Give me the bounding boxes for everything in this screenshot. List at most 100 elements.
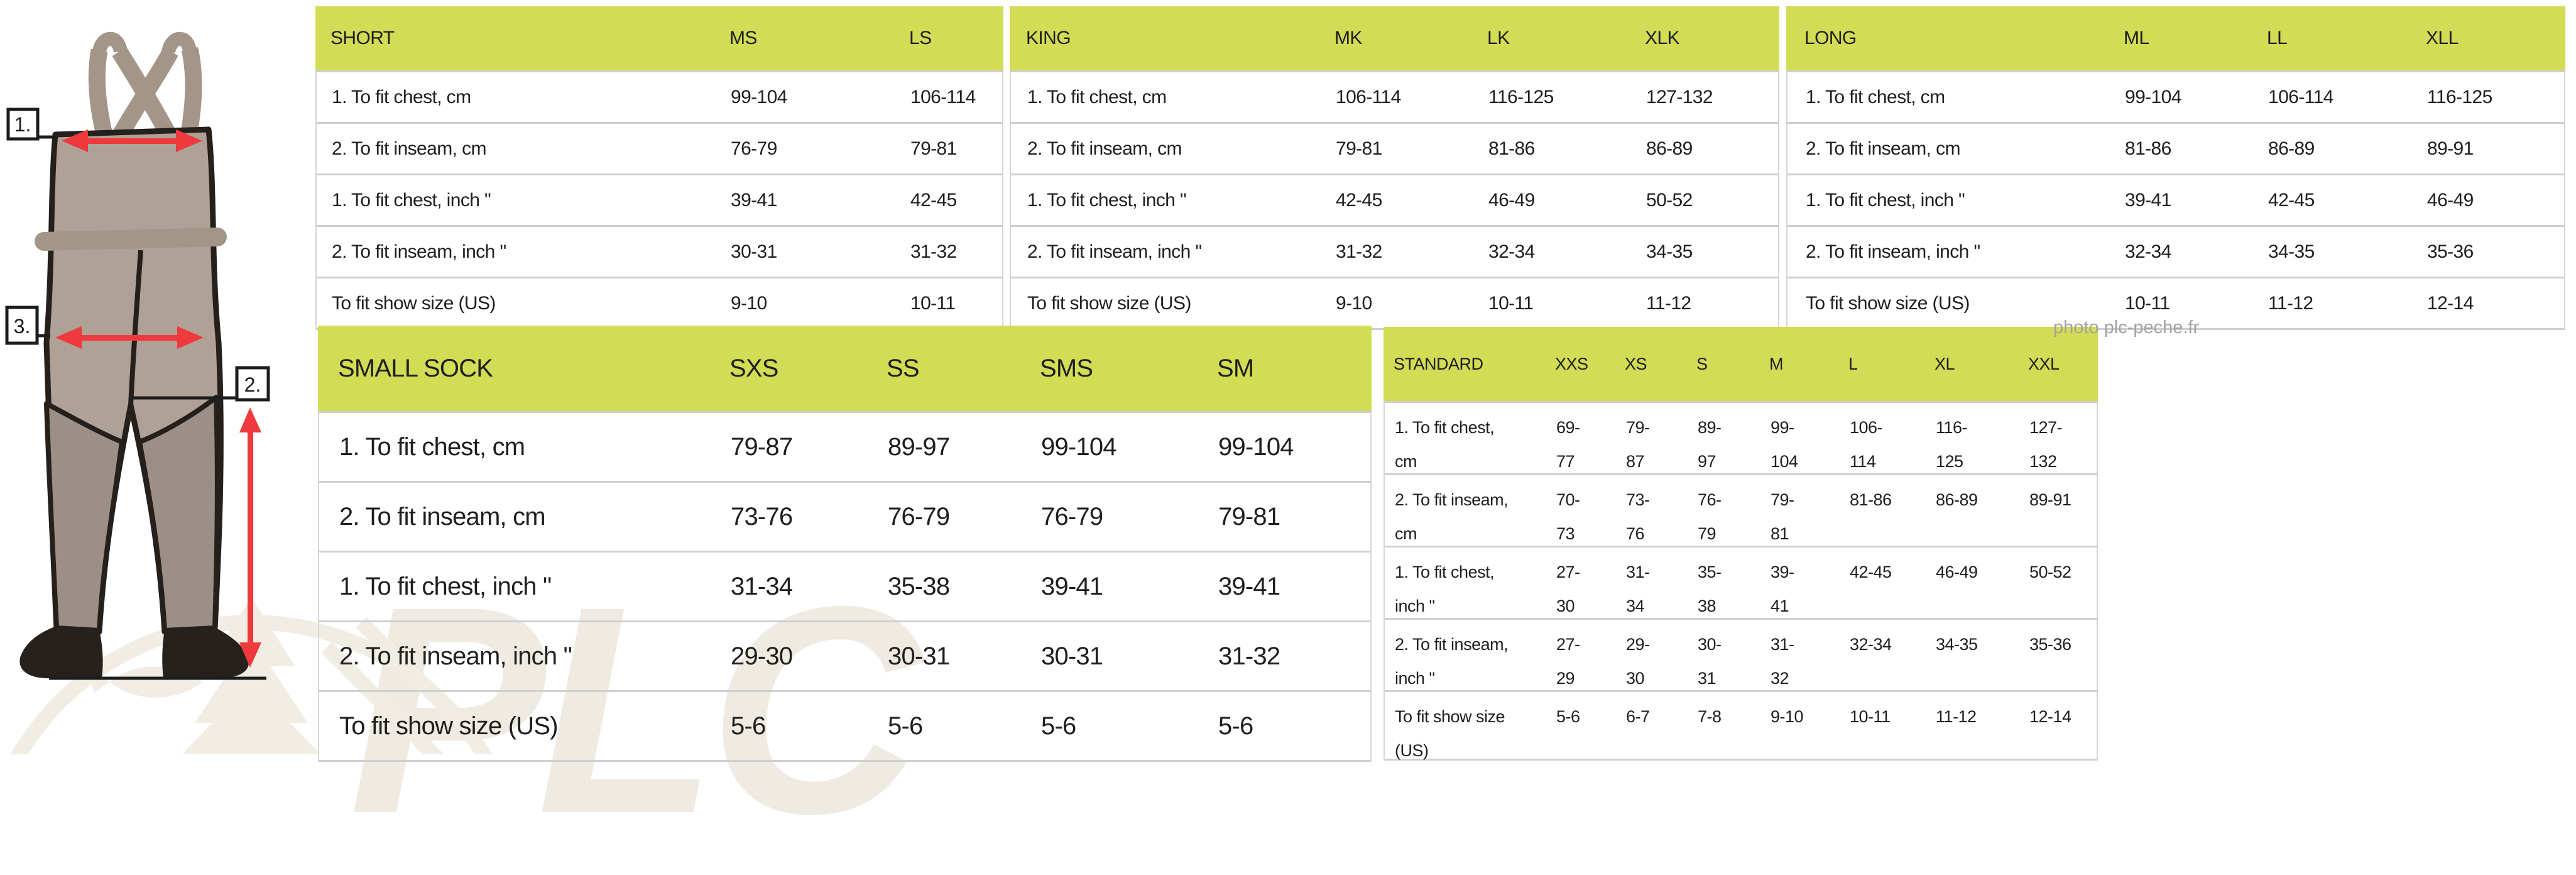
suspenders bbox=[88, 31, 202, 139]
standard-table-title: STANDARD bbox=[1394, 354, 1483, 373]
row-label: 1. To fit chest, cm bbox=[1395, 418, 1495, 471]
table-cell: 79-81 bbox=[1336, 138, 1382, 159]
table-cell: 106-114 bbox=[1336, 86, 1401, 107]
long-table-header: LONG ML LL XLL bbox=[1786, 6, 2565, 70]
row-label: 1. To fit chest, inch " bbox=[332, 189, 491, 211]
table-cell: 73- 76 bbox=[1626, 490, 1650, 543]
column-header-ss: SS bbox=[887, 354, 920, 382]
belt bbox=[35, 228, 227, 251]
table-row: 1. To fit chest, cm 106-114 116-125 127-132 bbox=[1011, 72, 1778, 124]
table-cell: 11-12 bbox=[1936, 707, 1977, 726]
table-cell: 39- 41 bbox=[1771, 563, 1794, 615]
table-cell: 127- 132 bbox=[2029, 418, 2063, 471]
table-row: 2. To fit inseam, cm 79-81 81-86 86-89 bbox=[1011, 124, 1778, 175]
column-header-ll: LL bbox=[2267, 28, 2288, 48]
table-cell: 116- 125 bbox=[1936, 418, 1968, 471]
table-cell: 116-125 bbox=[1488, 86, 1554, 107]
row-label: 2. To fit inseam, cm bbox=[1806, 138, 1960, 159]
table-cell: 29-30 bbox=[731, 642, 793, 670]
king-table-body: 1. To fit chest, cm 106-114 116-125 127-132… bbox=[1010, 70, 1779, 330]
table-cell: 76- 79 bbox=[1698, 490, 1722, 543]
short-table-header: SHORT MS LS bbox=[315, 6, 1003, 70]
table-cell: 32-34 bbox=[1488, 241, 1535, 262]
row-label: To fit show size (US) bbox=[1027, 292, 1191, 314]
table-row: 2. To fit inseam, cm 73-76 76-79 76-79 79-81 bbox=[319, 483, 1370, 553]
table-row: 1. To fit chest, inch " 39-41 42-45 46-49 bbox=[1787, 175, 2564, 227]
table-cell: 46-49 bbox=[1936, 563, 1978, 581]
table-cell: 9-10 bbox=[731, 292, 767, 314]
table-cell: 73-76 bbox=[731, 502, 793, 531]
column-header-m: M bbox=[1769, 354, 1784, 373]
row-label: 1. To fit chest, cm bbox=[1027, 86, 1167, 107]
row-label: 2. To fit inseam, inch " bbox=[332, 241, 506, 262]
table-cell: 32-34 bbox=[1850, 635, 1892, 654]
measure-label-3: 3. bbox=[14, 315, 31, 338]
chest-width-arrow bbox=[62, 129, 202, 152]
table-cell: 12-14 bbox=[2427, 292, 2474, 314]
table-cell: 10-11 bbox=[1488, 292, 1534, 314]
king-table-header: KING MK LK XLK bbox=[1010, 6, 1779, 70]
table-cell: 6-7 bbox=[1626, 707, 1650, 726]
long-table-title: LONG bbox=[1804, 28, 1857, 48]
waders-size-chart-page: { "page_title": "Waders size chart", "co… bbox=[5, 6, 2565, 858]
hip-width-arrow bbox=[55, 326, 204, 349]
table-cell: 39-41 bbox=[1218, 572, 1280, 600]
table-cell: 5-6 bbox=[731, 712, 766, 740]
table-row: To fit show size (US) 9-10 10-11 bbox=[317, 278, 1002, 330]
column-header-s: S bbox=[1696, 354, 1708, 373]
column-header-xxl: XXL bbox=[2028, 354, 2060, 373]
table-cell: 31-34 bbox=[731, 572, 793, 600]
table-cell: 79- 81 bbox=[1771, 490, 1794, 543]
table-cell: 106- 114 bbox=[1850, 418, 1883, 471]
column-header-sm: SM bbox=[1217, 354, 1254, 382]
table-cell: 11-12 bbox=[2268, 292, 2313, 314]
column-header-lk: LK bbox=[1487, 28, 1510, 48]
small_sock-table-title: SMALL SOCK bbox=[338, 354, 493, 382]
inseam-height-arrow bbox=[239, 407, 261, 668]
table-row: To fit show size (US) 5-6 6-7 7-8 9-10 10-11 1… bbox=[1385, 692, 2097, 761]
small-sock-size-table: SMALL SOCK SXS SS SMS SM 1. To fit chest, cm 7… bbox=[318, 326, 1372, 762]
table-cell: 86-89 bbox=[1646, 138, 1693, 159]
long-table-body: 1. To fit chest, cm 99-104 106-114 116-125 2… bbox=[1786, 70, 2565, 330]
hip-measure: 3. bbox=[5, 305, 204, 349]
table-cell: 116-125 bbox=[2427, 86, 2492, 107]
measure-label-box-1 bbox=[6, 107, 40, 141]
table-cell: 39-41 bbox=[731, 189, 777, 211]
table-row: 1. To fit chest, inch " 39-41 42-45 bbox=[317, 175, 1002, 227]
standard-table-body: 1. To fit chest, cm 69- 77 79- 87 89- 97 99-… bbox=[1384, 401, 2098, 761]
table-cell: 89-91 bbox=[2029, 490, 2071, 509]
table-row: 2. To fit inseam, inch " 27- 29 29- 30 30- … bbox=[1385, 620, 2097, 692]
short-table-title: SHORT bbox=[330, 28, 395, 48]
table-cell: 42-45 bbox=[910, 189, 957, 211]
table-cell: 70- 73 bbox=[1556, 490, 1580, 543]
table-row: 2. To fit inseam, inch " 29-30 30-31 30-31 3… bbox=[319, 622, 1370, 692]
table-cell: 29- 30 bbox=[1626, 635, 1650, 688]
table-cell: 32-34 bbox=[2125, 241, 2171, 262]
table-row: 2. To fit inseam, inch " 32-34 34-35 35-36 bbox=[1787, 227, 2564, 278]
column-header-ls: LS bbox=[909, 28, 932, 48]
table-cell: 79-87 bbox=[731, 432, 793, 461]
column-header-ms: MS bbox=[729, 28, 757, 48]
table-cell: 79-81 bbox=[1218, 502, 1280, 531]
table-row: 1. To fit chest, cm 69- 77 79- 87 89- 97 99-… bbox=[1385, 403, 2097, 475]
table-cell: 5-6 bbox=[1218, 712, 1253, 740]
table-row: 1. To fit chest, cm 99-104 106-114 116-125 bbox=[1787, 72, 2564, 124]
table-cell: 31-32 bbox=[910, 241, 957, 262]
table-cell: 35-38 bbox=[888, 572, 950, 600]
table-row: 2. To fit inseam, inch " 30-31 31-32 bbox=[317, 227, 1002, 278]
king-table-title: KING bbox=[1026, 28, 1071, 48]
table-cell: 35-36 bbox=[2427, 241, 2474, 262]
table-cell: 50-52 bbox=[2029, 563, 2071, 581]
small_sock-table-header: SMALL SOCK SXS SS SMS SM bbox=[318, 326, 1372, 411]
table-cell: 99- 104 bbox=[1771, 418, 1798, 471]
table-cell: 127-132 bbox=[1646, 86, 1713, 107]
table-cell: 76-79 bbox=[731, 138, 777, 159]
table-row: 2. To fit inseam, cm 81-86 86-89 89-91 bbox=[1787, 124, 2564, 175]
row-label: 2. To fit inseam, inch " bbox=[1806, 241, 1980, 262]
table-cell: 81-86 bbox=[1488, 138, 1535, 159]
column-header-l: L bbox=[1848, 354, 1858, 373]
table-cell: 69- 77 bbox=[1556, 418, 1580, 471]
column-header-xll: XLL bbox=[2426, 28, 2459, 48]
table-cell: 86-89 bbox=[2268, 138, 2315, 159]
table-row: To fit show size (US) 9-10 10-11 11-12 bbox=[1011, 278, 1778, 330]
